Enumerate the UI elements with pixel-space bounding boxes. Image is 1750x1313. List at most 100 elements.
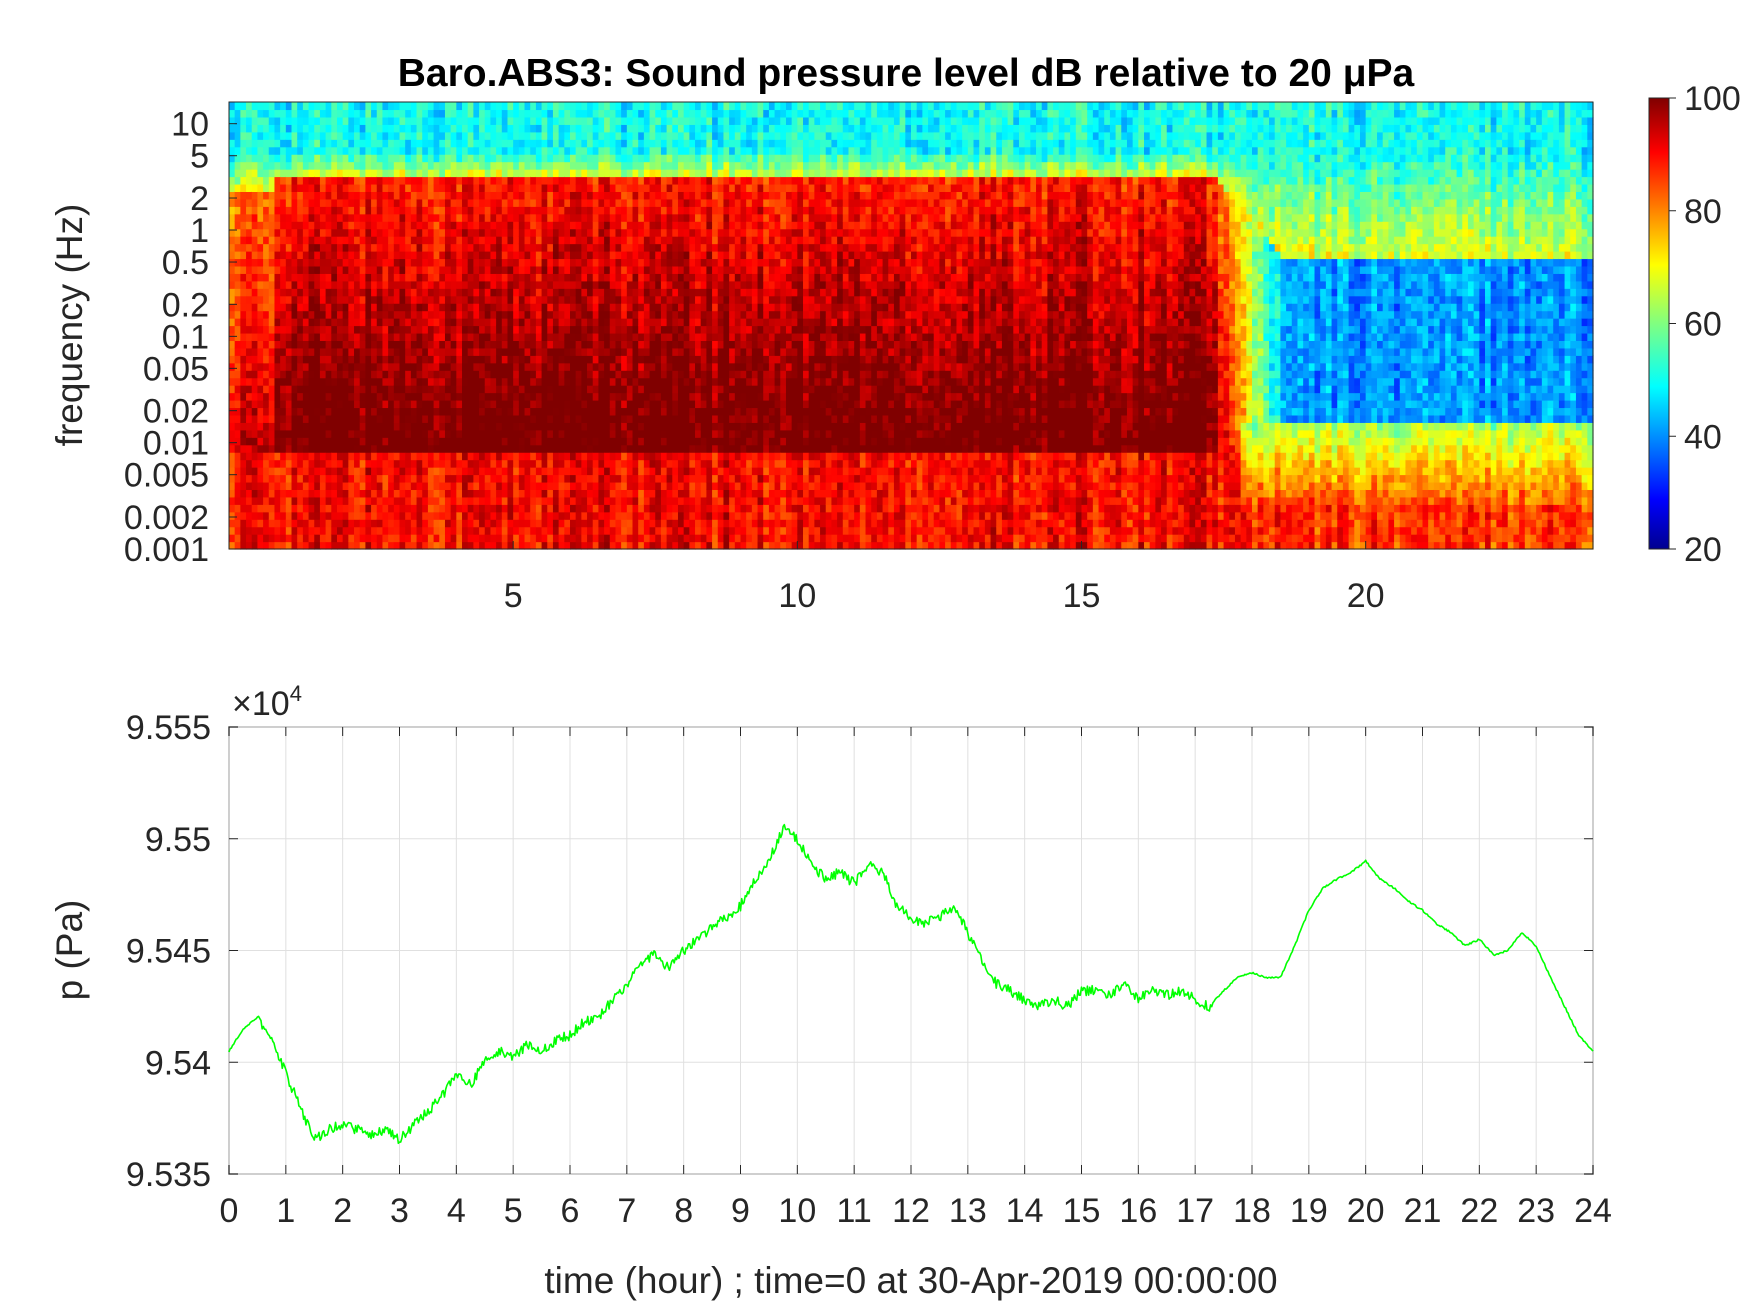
spectrogram-cell xyxy=(695,318,701,326)
spectrogram-cell xyxy=(587,385,593,393)
spectrogram-cell xyxy=(655,147,661,155)
spectrogram-cell xyxy=(365,504,371,512)
spectrogram-cell xyxy=(621,311,627,319)
spectrogram-cell xyxy=(627,340,633,348)
spectrogram-cell xyxy=(434,236,440,244)
spectrogram-cell xyxy=(274,177,280,185)
spectrogram-cell xyxy=(496,512,502,520)
spectrogram-cell xyxy=(451,407,457,415)
spectrogram-cell xyxy=(394,266,400,274)
spectrogram-cell xyxy=(695,370,701,378)
spectrogram-cell xyxy=(303,281,309,289)
spectrogram-cell xyxy=(542,407,548,415)
spectrogram-cell xyxy=(672,273,678,281)
spectrogram-cell xyxy=(525,258,531,266)
spectrogram-cell xyxy=(280,348,286,356)
spectrogram-cell xyxy=(553,184,559,192)
spectrogram-cell xyxy=(269,422,275,430)
spectrogram-cell xyxy=(513,422,519,430)
spectrogram-cell xyxy=(502,400,508,408)
spectrogram-cell xyxy=(661,407,667,415)
spectrogram-cell xyxy=(246,475,252,483)
spectrogram-cell xyxy=(644,407,650,415)
spectrogram-cell xyxy=(570,124,576,132)
spectrogram-cell xyxy=(360,162,366,170)
spectrogram-cell xyxy=(382,534,388,542)
spectrogram-cell xyxy=(445,229,451,237)
spectrogram-cell xyxy=(644,318,650,326)
spectrogram-cell xyxy=(633,214,639,222)
spectrogram-cell xyxy=(536,475,542,483)
spectrogram-cell xyxy=(320,229,326,237)
spectrogram-cell xyxy=(485,519,491,527)
spectrogram-cell xyxy=(382,407,388,415)
spectrogram-cell xyxy=(490,452,496,460)
spectrogram-cell xyxy=(644,475,650,483)
spectrogram-cell xyxy=(502,445,508,453)
spectrogram-cell xyxy=(695,199,701,207)
spectrogram-cell xyxy=(400,519,406,527)
spectrogram-cell xyxy=(689,467,695,475)
spectrogram-cell xyxy=(365,467,371,475)
spectrogram-cell xyxy=(439,132,445,140)
spectrogram-cell xyxy=(297,437,303,445)
spectrogram-cell xyxy=(394,258,400,266)
spectrogram-cell xyxy=(615,326,621,334)
spectrogram-cell xyxy=(468,177,474,185)
spectrogram-cell xyxy=(468,519,474,527)
spectrogram-cell xyxy=(354,385,360,393)
spectrogram-cell xyxy=(451,415,457,423)
spectrogram-cell xyxy=(417,124,423,132)
spectrogram-cell xyxy=(280,229,286,237)
spectrogram-cell xyxy=(490,117,496,125)
spectrogram-cell xyxy=(348,407,354,415)
spectrogram-cell xyxy=(598,497,604,505)
spectrogram-cell xyxy=(695,430,701,438)
spectrogram-cell xyxy=(661,467,667,475)
spectrogram-cell xyxy=(695,117,701,125)
spectrogram-cell xyxy=(257,258,263,266)
spectrogram-cell xyxy=(485,117,491,125)
spectrogram-cell xyxy=(417,475,423,483)
spectrogram-cell xyxy=(377,378,383,386)
spectrogram-cell xyxy=(468,117,474,125)
spectrogram-cell xyxy=(297,124,303,132)
spectrogram-cell xyxy=(411,206,417,214)
spectrogram-cell xyxy=(559,147,565,155)
spectrogram-cell xyxy=(627,229,633,237)
spectrogram-cell xyxy=(667,266,673,274)
spectrogram-cell xyxy=(348,445,354,453)
spectrogram-cell xyxy=(292,266,298,274)
spectrogram-cell xyxy=(263,437,269,445)
spectrogram-cell xyxy=(309,244,315,252)
spectrogram-cell xyxy=(451,147,457,155)
spectrogram-cell xyxy=(337,251,343,259)
spectrogram-cell xyxy=(530,407,536,415)
spectrogram-cell xyxy=(615,303,621,311)
spectrogram-cell xyxy=(559,281,565,289)
spectrogram-cell xyxy=(689,199,695,207)
spectrogram-cell xyxy=(638,348,644,356)
spectrogram-cell xyxy=(525,519,531,527)
spectrogram-cell xyxy=(650,504,656,512)
spectrogram-cell xyxy=(627,266,633,274)
spectrogram-cell xyxy=(246,348,252,356)
spectrogram-cell xyxy=(604,102,610,110)
spectrogram-cell xyxy=(365,326,371,334)
spectrogram-cell xyxy=(331,132,337,140)
spectrogram-cell xyxy=(536,184,542,192)
spectrogram-cell xyxy=(400,415,406,423)
spectrogram-cell xyxy=(598,117,604,125)
spectrogram-cell xyxy=(542,221,548,229)
spectrogram-cell xyxy=(451,504,457,512)
spectrogram-cell xyxy=(280,177,286,185)
spectrogram-cell xyxy=(274,355,280,363)
spectrogram-cell xyxy=(502,452,508,460)
spectrogram-cell xyxy=(411,370,417,378)
spectrogram-cell xyxy=(326,407,332,415)
spectrogram-cell xyxy=(564,326,570,334)
spectrogram-cell xyxy=(428,512,434,520)
spectrogram-cell xyxy=(252,355,258,363)
spectrogram-cell xyxy=(547,326,553,334)
spectrogram-cell xyxy=(507,378,513,386)
